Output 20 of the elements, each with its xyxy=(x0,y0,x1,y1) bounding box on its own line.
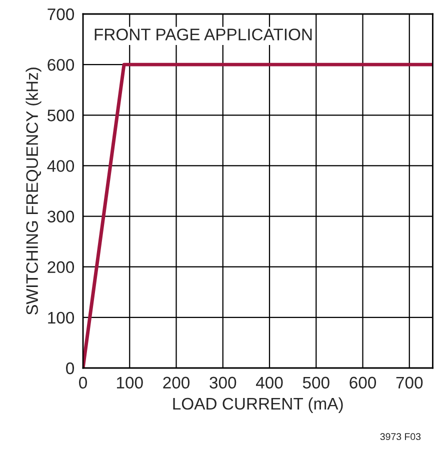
x-tick-label: 100 xyxy=(116,376,143,389)
text: 3973 F03 xyxy=(380,433,421,440)
y-tick-label: 500 xyxy=(48,110,74,122)
annotation: FRONT PAGE APPLICATION xyxy=(94,28,312,40)
x-tick-label: 300 xyxy=(210,376,236,389)
x-tick-label: 500 xyxy=(302,376,330,389)
y-tick-label: 600 xyxy=(48,58,74,71)
x-tick-label: 0 xyxy=(79,376,87,389)
x-axis-title: LOAD CURRENT (mA) xyxy=(173,397,343,413)
x-tick-label: 400 xyxy=(256,376,283,389)
y-tick-label: 100 xyxy=(48,312,74,324)
x-tick-label: 600 xyxy=(350,376,376,389)
y-tick-label: 200 xyxy=(48,261,74,274)
y-tick-label: 300 xyxy=(47,210,74,222)
y-tick-label: 400 xyxy=(47,160,74,172)
y-tick-label: 0 xyxy=(66,362,74,374)
x-tick-label: 700 xyxy=(396,376,423,389)
y-axis-title: SWITCHING FREQUENCY (kHz) xyxy=(26,68,42,315)
y-tick-label: 700 xyxy=(48,8,74,20)
x-tick-label: 200 xyxy=(163,376,190,389)
